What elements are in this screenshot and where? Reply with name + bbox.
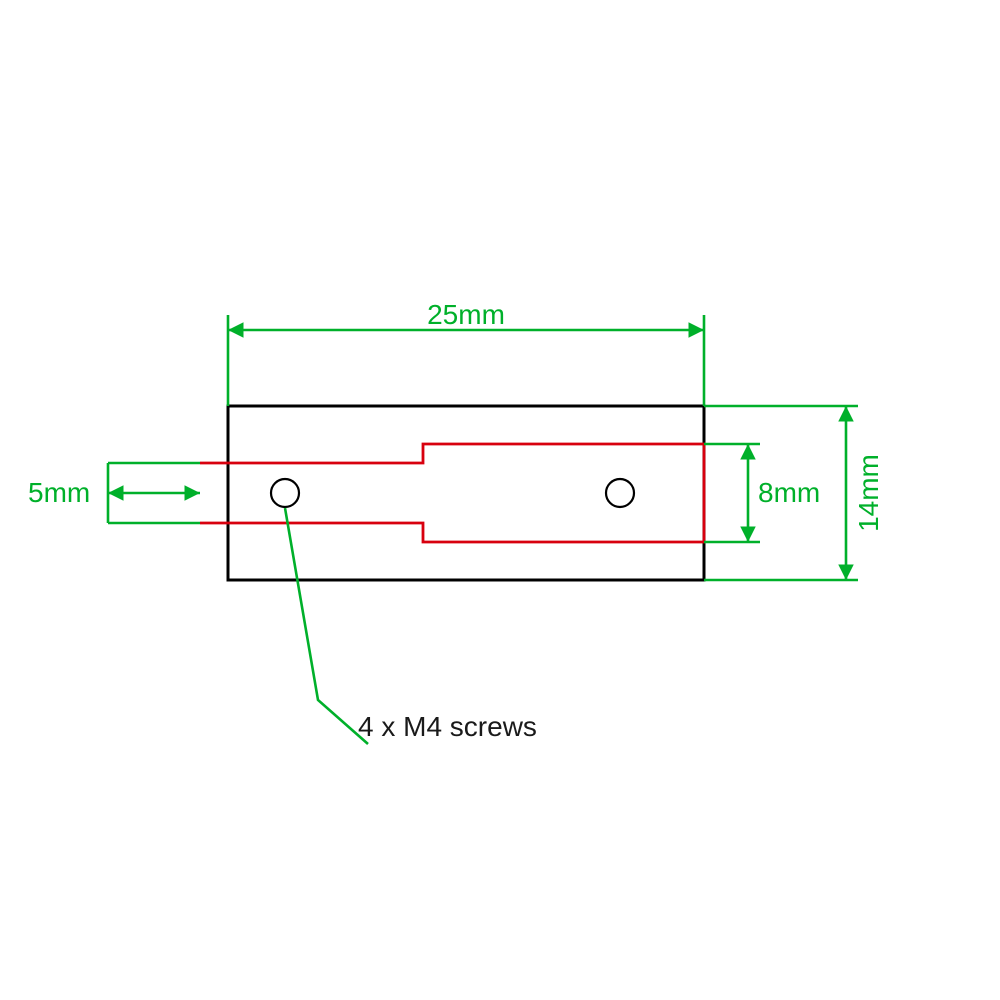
screw-hole [271, 479, 299, 507]
dimension-height-8mm: 8mm [704, 444, 820, 542]
screw-holes [271, 479, 634, 507]
dimension-label: 8mm [758, 477, 820, 508]
dimension-label: 14mm [853, 454, 884, 532]
dimension-width-25mm: 25mm [228, 299, 704, 406]
inner-shape [200, 444, 704, 542]
dimension-slot-5mm: 5mm [28, 463, 200, 523]
technical-drawing: 25mm 5mm 8mm 14mm 4 x M4 screws [0, 0, 1000, 1000]
screw-hole [606, 479, 634, 507]
screw-note-text: 4 x M4 screws [358, 711, 537, 742]
dimension-label: 5mm [28, 477, 90, 508]
dimension-label: 25mm [427, 299, 505, 330]
